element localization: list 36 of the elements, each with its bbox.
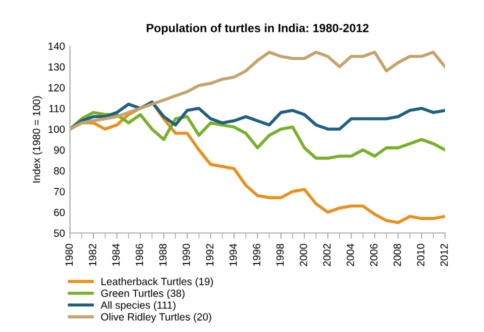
x-tick-label: 1984 [112, 244, 120, 266]
x-tick-label: 1986 [136, 244, 144, 266]
x-tick-label: 1990 [182, 244, 190, 266]
x-tick-label: 1992 [206, 244, 214, 266]
x-tick-label: 1998 [276, 244, 284, 266]
x-tick-label: 2000 [300, 244, 308, 266]
x-tick-label: 2004 [346, 244, 354, 266]
x-tick-label: 1980 [65, 244, 73, 266]
y-tick-label: 70 [54, 188, 65, 196]
x-tick-label: 2012 [440, 244, 448, 266]
line-series [70, 50, 445, 131]
x-tick-label: 2002 [323, 244, 331, 266]
chart-title: Population of turtles in India: 1980-2012 [146, 24, 369, 35]
x-tick-label: 1994 [229, 244, 237, 266]
line-series [70, 100, 445, 131]
legend-label: All species (111) [100, 301, 176, 311]
legend-label: Leatherback Turtles (19) [101, 278, 213, 288]
x-tick-label: 1988 [159, 244, 167, 266]
y-tick-label: 130 [48, 63, 65, 71]
x-tick-label: 1996 [252, 244, 260, 266]
y-tick-label: 60 [54, 208, 65, 216]
y-tick-label: 50 [54, 230, 65, 237]
y-tick-label: 140 [48, 42, 65, 50]
legend-label: Olive Ridley Turtles (20) [101, 312, 212, 323]
y-axis-title: Index (1980 = 100) [32, 96, 42, 182]
y-tick-label: 120 [48, 84, 65, 92]
x-tick-label: 2008 [394, 244, 401, 266]
x-tick-label: 2006 [370, 244, 378, 266]
legend-label: Green Turtles (38) [101, 289, 185, 300]
y-tick-label: 100 [48, 126, 65, 133]
x-tick-label: 2010 [416, 244, 424, 266]
y-tick-label: 110 [49, 104, 65, 112]
x-tick-label: 1982 [88, 244, 96, 266]
y-tick-label: 90 [54, 146, 65, 154]
line-series [70, 110, 445, 160]
y-tick-label: 80 [54, 167, 65, 175]
